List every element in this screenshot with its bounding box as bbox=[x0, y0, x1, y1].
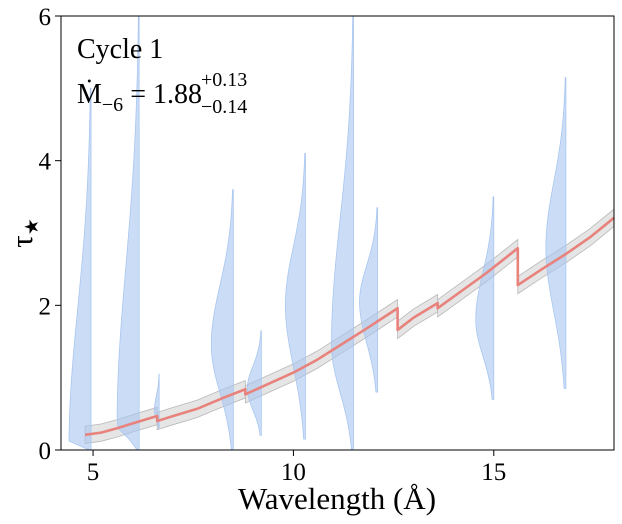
mdot-lower-error: −0.14 bbox=[201, 96, 247, 118]
model-lines bbox=[84, 216, 615, 437]
y-tick-label: 2 bbox=[39, 293, 52, 320]
model-line bbox=[84, 216, 615, 437]
mdot-subscript: −6 bbox=[102, 94, 123, 116]
plot-frame bbox=[60, 15, 615, 451]
mdot-annotation: Ṁ−6 = 1.88 +0.13 −0.14 bbox=[77, 69, 247, 118]
y-tick-label: 0 bbox=[39, 438, 52, 465]
mdot-symbol: Ṁ bbox=[77, 79, 102, 110]
y-axis-label: τ★ bbox=[4, 218, 43, 248]
y-axis-label-sub: ★ bbox=[22, 218, 43, 235]
cycle-annotation: Cycle 1 bbox=[77, 34, 163, 65]
violin-5 bbox=[285, 153, 306, 440]
mdot-value: = 1.88 bbox=[123, 79, 202, 110]
x-axis-ticks: 5 10 15 bbox=[87, 450, 506, 486]
mdot-upper-error: +0.13 bbox=[201, 69, 247, 91]
x-tick-label: 15 bbox=[481, 459, 506, 486]
violin-8 bbox=[475, 196, 495, 400]
svg-text:Ṁ−6 = 1.88: Ṁ−6 = 1.88 bbox=[77, 79, 202, 116]
x-axis-label: Wavelength (Å) bbox=[238, 481, 436, 516]
violin-4 bbox=[246, 330, 262, 436]
violin-6 bbox=[331, 15, 354, 451]
violin-0 bbox=[68, 87, 92, 451]
y-axis-ticks: 0 2 4 6 bbox=[39, 4, 61, 465]
violin-1 bbox=[116, 15, 140, 451]
y-tick-label: 4 bbox=[39, 149, 52, 176]
violin-7 bbox=[359, 207, 378, 393]
x-tick-label: 10 bbox=[281, 459, 306, 486]
svg-text:τ★: τ★ bbox=[4, 218, 43, 248]
x-tick-label: 5 bbox=[87, 459, 100, 486]
y-tick-label: 6 bbox=[39, 4, 52, 31]
violin-3 bbox=[210, 189, 234, 451]
y-axis-label-main: τ bbox=[4, 235, 39, 247]
violin-9 bbox=[545, 77, 567, 389]
